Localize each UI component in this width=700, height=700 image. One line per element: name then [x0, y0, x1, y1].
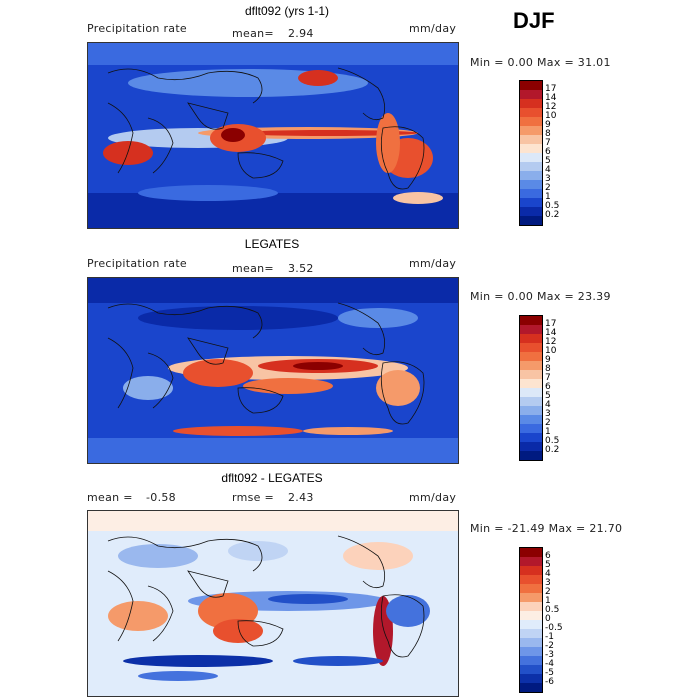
colorbar-tick: 10 [545, 111, 557, 121]
panel-1-mean-label: mean= [232, 27, 274, 40]
colorbar-tick: 1 [545, 596, 551, 606]
colorbar-tick: 14 [545, 328, 557, 338]
colorbar-tick: 9 [545, 355, 551, 365]
colorbar-tick: 5 [545, 560, 551, 570]
panel-3-rmse-label: rmse = [232, 491, 275, 504]
panel-3-map [87, 510, 459, 697]
panel-1-colorbar [519, 80, 543, 226]
panel-3-rmse-value: 2.43 [288, 491, 314, 504]
panel-2-title: LEGATES [244, 237, 300, 251]
panel-2-units: mm/day [409, 257, 457, 270]
colorbar-tick: 4 [545, 165, 551, 175]
colorbar-tick: 1 [545, 427, 551, 437]
colorbar-tick: -0.5 [545, 623, 563, 633]
colorbar-tick: 3 [545, 409, 551, 419]
panel-3-title: dflt092 - LEGATES [221, 471, 323, 485]
colorbar-tick: 4 [545, 569, 551, 579]
colorbar-tick: 2 [545, 587, 551, 597]
panel-2-mean-value: 3.52 [288, 262, 314, 275]
panel-1-variable-label: Precipitation rate [87, 22, 187, 35]
colorbar-tick: 8 [545, 364, 551, 374]
colorbar-tick: -5 [545, 668, 554, 678]
panel-1-mean-value: 2.94 [288, 27, 314, 40]
panel-3-mean-label: mean = [87, 491, 133, 504]
colorbar-tick: 10 [545, 346, 557, 356]
colorbar-tick: 0 [545, 614, 551, 624]
colorbar-tick: -3 [545, 650, 554, 660]
colorbar-tick: 0.5 [545, 201, 560, 211]
panel-3-units: mm/day [409, 491, 457, 504]
panel-2-variable-label: Precipitation rate [87, 257, 187, 270]
panel-2-map [87, 277, 459, 464]
panel-1-map [87, 42, 459, 229]
colorbar-tick: 3 [545, 174, 551, 184]
panel-2-minmax: Min = 0.00 Max = 23.39 [470, 290, 611, 303]
panel-3-colorbar [519, 547, 543, 693]
panel-3-mean-value: -0.58 [146, 491, 176, 504]
colorbar-tick: 0.2 [545, 445, 560, 455]
colorbar-tick: 8 [545, 129, 551, 139]
colorbar-tick: 17 [545, 319, 557, 329]
panel-1-minmax: Min = 0.00 Max = 31.01 [470, 56, 611, 69]
colorbar-tick: 2 [545, 183, 551, 193]
colorbar-tick: 12 [545, 102, 557, 112]
colorbar-tick: 6 [545, 147, 551, 157]
colorbar-tick: -4 [545, 659, 554, 669]
colorbar-tick: 0.2 [545, 210, 560, 220]
colorbar-tick: -1 [545, 632, 554, 642]
panel-1-units: mm/day [409, 22, 457, 35]
colorbar-tick: 0.5 [545, 436, 560, 446]
panel-3-minmax: Min = -21.49 Max = 21.70 [470, 522, 623, 535]
colorbar-tick: 5 [545, 391, 551, 401]
colorbar-tick: 17 [545, 84, 557, 94]
colorbar-tick: 5 [545, 156, 551, 166]
colorbar-tick: -2 [545, 641, 554, 651]
colorbar-tick: 2 [545, 418, 551, 428]
panel-1-title: dflt092 (yrs 1-1) [244, 4, 330, 18]
colorbar-tick: 1 [545, 192, 551, 202]
panel-2-mean-label: mean= [232, 262, 274, 275]
colorbar-tick: 3 [545, 578, 551, 588]
colorbar-tick: 4 [545, 400, 551, 410]
colorbar-tick: 6 [545, 551, 551, 561]
colorbar-tick: 6 [545, 382, 551, 392]
colorbar-tick: 12 [545, 337, 557, 347]
colorbar-tick: 7 [545, 138, 551, 148]
colorbar-tick: 0.5 [545, 605, 560, 615]
colorbar-tick: 14 [545, 93, 557, 103]
season-label: DJF [513, 8, 555, 33]
panel-2-colorbar [519, 315, 543, 461]
colorbar-tick: 7 [545, 373, 551, 383]
colorbar-tick: 9 [545, 120, 551, 130]
colorbar-tick: -6 [545, 677, 554, 687]
